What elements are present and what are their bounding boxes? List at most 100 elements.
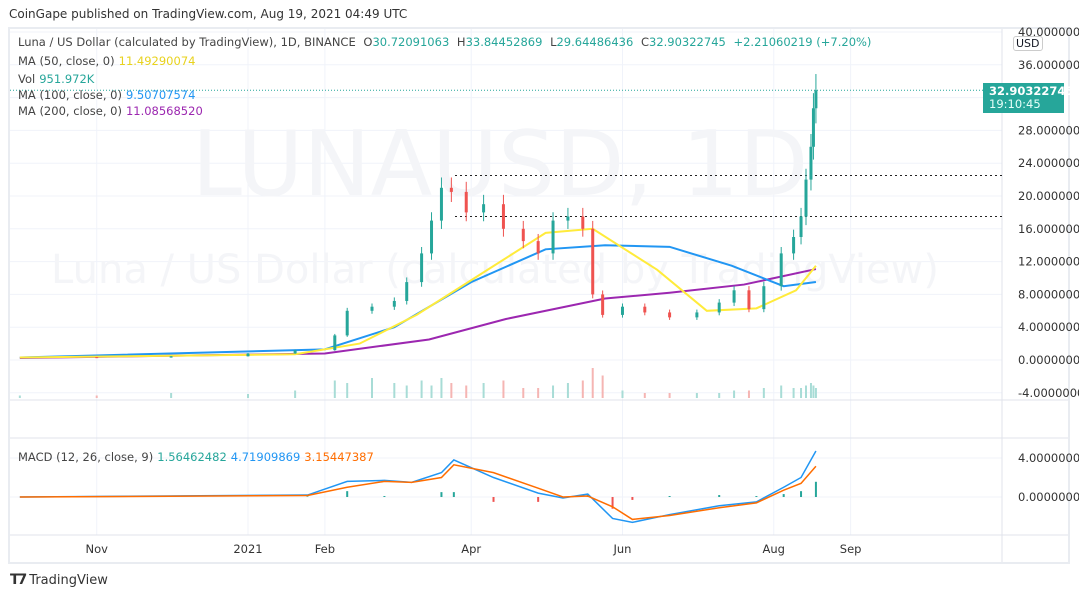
macd-histogram-bar [492,497,495,502]
candle-body [333,335,337,351]
volume-bar [552,385,555,398]
ma200-label: MA (200, close, 0) [18,104,122,118]
bar-countdown: 19:10:45 [989,97,1041,111]
volume-bar [522,388,525,398]
vol-label: Vol [18,72,36,86]
ma200-line [19,268,817,359]
candle-body [521,228,525,242]
volume-bar [450,383,453,398]
ma200-value: 11.08568520 [125,104,203,118]
candle-body [792,237,796,254]
candle-body [293,350,297,354]
time-tick-label: Sep [840,542,862,556]
volume-bar [668,393,671,398]
candle-body [464,191,468,213]
candle-body [345,310,349,336]
l-label: L [550,35,557,49]
volume-bar [440,378,443,398]
volume-bar [800,388,803,398]
macd-histogram-bar [452,492,455,497]
candle-body [779,253,783,287]
legend-ma50[interactable]: MA (50, close, 0) 11.49290074 [18,54,195,68]
volume-bar [805,385,807,398]
macd-signal-value: 3.15447387 [304,450,374,464]
o-label: O [363,35,373,49]
symbol-title: Luna / US Dollar (calculated by TradingV… [18,35,356,49]
volume-bar [333,380,336,398]
macd-histogram-bar [718,495,721,497]
candle-body [536,241,540,254]
ma100-label: MA (100, close, 0) [18,88,122,102]
h-label: H [456,35,466,49]
ma50-label: MA (50, close, 0) [18,54,115,68]
volume-bar [733,390,736,398]
candle-body [501,204,505,229]
macd-hist-value: 1.56462482 [157,450,227,464]
signal-line [19,464,817,521]
candle-body [430,220,434,254]
volume-bar [430,385,433,398]
candle-body [717,302,721,313]
volume-bar [502,380,505,398]
macd-histogram-bar [814,481,817,497]
volume-bar [95,395,98,398]
candle-body [799,216,803,237]
legend-ma100[interactable]: MA (100, close, 0) 9.50707574 [18,88,195,102]
time-tick-label: Jun [612,542,631,556]
close-value: 32.90322745 [649,35,726,49]
macd-histogram-bar [800,491,803,497]
candle-body [449,187,453,192]
ma100-value: 9.50707574 [125,88,196,102]
legend-ma200[interactable]: MA (200, close, 0) 11.08568520 [18,104,203,118]
volume-bar [465,385,468,398]
volume-bar [371,378,373,398]
change-value: +2.21060219 (+7.20%) [733,35,872,49]
volume-bar [621,390,624,398]
volume-bar [643,393,646,398]
candle-body [732,290,736,303]
volume-bar [591,368,594,398]
macd-value: 4.71909869 [230,450,301,464]
brand-name: TradingView [29,572,108,588]
candle-body [804,179,808,217]
watermark-description: Luna / US Dollar (calculated by TradingV… [51,247,939,293]
legend-macd[interactable]: MACD (12, 26, close, 9) 1.56462482 4.71909… [18,450,374,464]
volume-bar [346,383,349,398]
candle-body [405,282,409,301]
macd-histogram-bar [383,496,386,497]
candle-body [620,306,624,315]
volume-bar [695,393,698,398]
watermark-symbol: LUNAUSD, 1D [192,112,809,217]
candle-body [551,220,555,254]
volume-bar [809,383,812,398]
currency-button[interactable]: USD [1013,36,1043,51]
candle-body [482,204,486,213]
volume-bar [537,388,540,398]
tv-logo-icon: T7 [10,572,27,588]
macd-label: MACD (12, 26, close, 9) [18,450,154,464]
macd-histogram-bar [346,491,349,497]
time-tick-label: 2021 [233,542,262,556]
volume-bar [792,388,795,398]
volume-bar [718,393,721,398]
tradingview-logo[interactable]: T7 TradingView [10,572,108,588]
volume-bar [294,390,297,398]
candle-body [392,300,396,307]
candle-body [169,356,173,358]
candle-body [246,353,250,357]
ma50-value: 11.49290074 [118,54,196,68]
legend-vol[interactable]: Vol 951.972K [18,72,94,86]
candle-body [439,187,443,221]
macd-histogram-bar [537,497,540,502]
volume-bar [581,380,584,398]
volume-bar [405,385,408,398]
